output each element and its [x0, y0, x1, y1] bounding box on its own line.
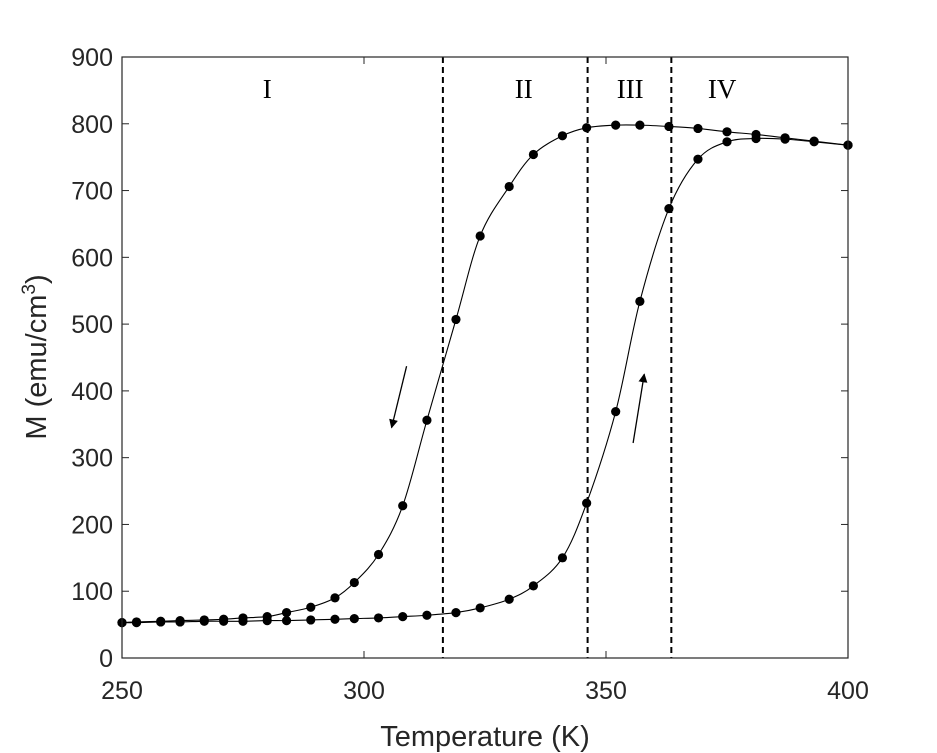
y-tick-label: 600 — [71, 244, 113, 272]
data-point — [693, 123, 703, 134]
data-point — [262, 616, 272, 626]
y-tick-label: 900 — [71, 44, 113, 72]
data-point — [528, 581, 539, 591]
data-point — [611, 120, 621, 130]
direction-arrow — [632, 373, 648, 444]
y-tick-label: 700 — [71, 178, 113, 206]
region-boundaries — [441, 57, 673, 658]
data-point — [475, 603, 485, 613]
data-point — [504, 594, 514, 604]
series-points — [117, 120, 853, 628]
data-point — [504, 181, 514, 192]
data-point — [398, 501, 408, 511]
data-point — [238, 616, 248, 626]
data-point — [281, 607, 292, 618]
data-point — [751, 133, 761, 144]
data-point — [131, 618, 142, 628]
data-point — [451, 314, 461, 325]
data-point — [582, 123, 592, 133]
region-label: IV — [708, 74, 737, 104]
y-axis: 0 100 200 300 400 500 600 700 800 900 — [71, 44, 848, 673]
data-point — [373, 613, 384, 623]
region-labels: I II III IV — [263, 74, 737, 104]
data-point — [306, 615, 316, 625]
data-point — [373, 549, 384, 560]
y-axis-title: M (emu/cm3) — [19, 274, 53, 439]
data-point — [635, 120, 645, 130]
y-tick-label: 800 — [71, 111, 113, 139]
data-point — [219, 616, 229, 626]
x-axis-title: Temperature (K) — [380, 721, 590, 753]
direction-arrows — [389, 366, 648, 444]
data-point — [306, 602, 316, 612]
data-point — [611, 406, 621, 417]
data-point — [664, 203, 674, 214]
y-tick-label: 300 — [71, 445, 113, 473]
data-point — [398, 611, 408, 622]
data-point — [199, 616, 209, 626]
data-point — [330, 593, 340, 603]
region-label: I — [263, 74, 272, 104]
y-tick-label: 500 — [71, 311, 113, 339]
data-point — [722, 127, 732, 137]
plot-frame — [121, 56, 849, 659]
data-point — [175, 617, 185, 627]
data-point — [809, 137, 819, 147]
data-point — [422, 610, 432, 620]
data-point — [528, 149, 539, 160]
plot-area — [122, 57, 848, 658]
data-point — [422, 415, 432, 425]
data-point — [722, 137, 732, 147]
y-tick-label: 400 — [71, 378, 113, 406]
data-point — [780, 134, 790, 144]
x-tick-label: 400 — [827, 677, 869, 705]
data-point — [557, 553, 568, 563]
y-axis-title-superscript: 3 — [19, 284, 40, 295]
data-point — [664, 121, 674, 132]
x-tick-label: 300 — [343, 677, 385, 705]
data-point — [693, 154, 703, 164]
y-axis-title-main: M (emu/cm — [21, 295, 53, 440]
x-tick-label: 250 — [101, 677, 143, 705]
data-point — [635, 296, 645, 307]
data-point — [349, 577, 359, 588]
direction-arrow — [389, 366, 408, 429]
region-label: III — [617, 74, 644, 104]
data-point — [330, 614, 340, 624]
x-tick-label: 350 — [585, 677, 627, 705]
y-axis-title-close: ) — [21, 274, 53, 284]
y-tick-label: 200 — [71, 511, 113, 539]
y-tick-label: 0 — [99, 645, 113, 673]
data-point — [349, 614, 359, 624]
x-axis: 250 300 350 400 — [101, 57, 869, 705]
y-tick-label: 100 — [71, 578, 113, 606]
data-point — [156, 617, 166, 627]
region-label: II — [515, 74, 533, 104]
data-point — [475, 231, 485, 241]
data-point — [557, 131, 568, 141]
data-point — [281, 616, 292, 626]
data-point — [582, 498, 592, 508]
data-point — [451, 607, 461, 618]
